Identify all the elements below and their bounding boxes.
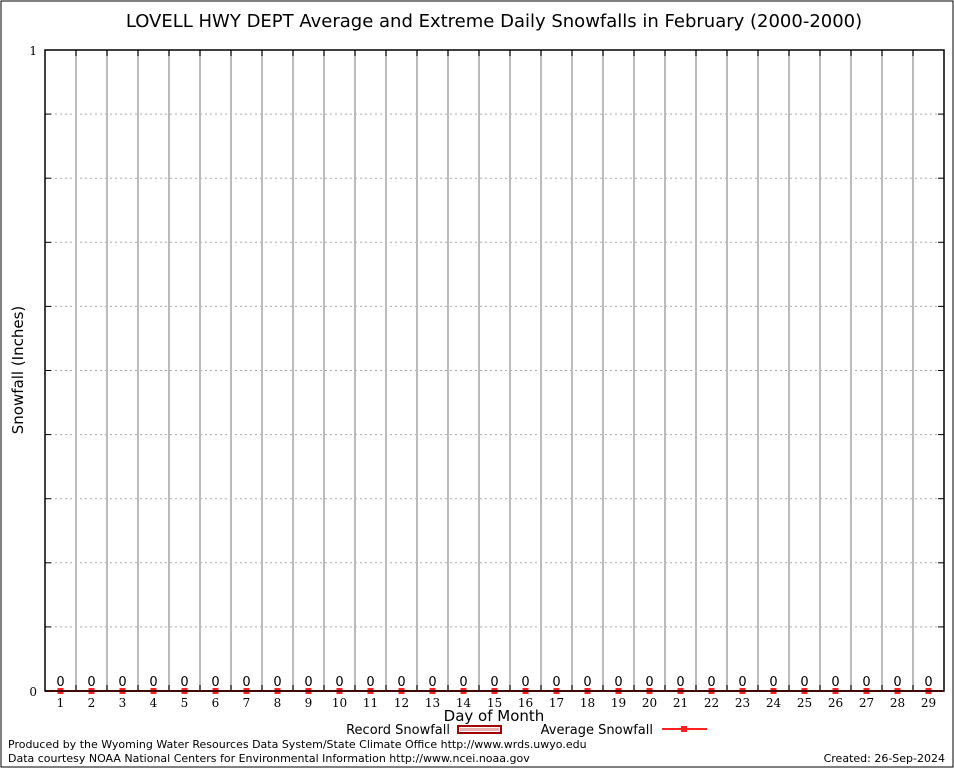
x-tick-label: 6: [212, 696, 220, 710]
y-axis-label: Snowfall (Inches): [9, 306, 27, 434]
legend: Record Snowfall Average Snowfall: [346, 723, 707, 738]
data-label: 0: [273, 675, 281, 690]
data-label: 0: [645, 675, 653, 690]
legend-marker-average: [681, 726, 687, 732]
data-label: 0: [366, 675, 374, 690]
data-label: 0: [118, 675, 126, 690]
data-label: 0: [769, 675, 777, 690]
x-tick-label: 24: [766, 696, 782, 710]
x-tick-label: 18: [580, 696, 595, 710]
x-tick-label: 15: [487, 696, 502, 710]
x-tick-label: 10: [332, 696, 347, 710]
data-label: 0: [924, 675, 932, 690]
data-label: 0: [180, 675, 188, 690]
chart-title: LOVELL HWY DEPT Average and Extreme Dail…: [126, 11, 862, 32]
data-label: 0: [87, 675, 95, 690]
data-label: 0: [831, 675, 839, 690]
x-tick-label: 13: [425, 696, 440, 710]
x-tick-label: 1: [57, 696, 65, 710]
x-tick-label: 2: [88, 696, 96, 710]
data-label: 0: [800, 675, 808, 690]
x-tick-label: 25: [797, 696, 812, 710]
data-label: 0: [397, 675, 405, 690]
x-tick-label: 29: [921, 696, 936, 710]
x-tick-label: 26: [828, 696, 843, 710]
x-tick-label: 9: [305, 696, 313, 710]
data-label: 0: [738, 675, 746, 690]
data-label: 0: [242, 675, 250, 690]
data-label: 0: [583, 675, 591, 690]
x-tick-label: 23: [735, 696, 750, 710]
legend-label-record: Record Snowfall: [346, 723, 450, 738]
x-tick-label: 27: [859, 696, 874, 710]
x-tick-label: 14: [456, 696, 472, 710]
data-label: 0: [893, 675, 901, 690]
x-tick-label: 17: [549, 696, 564, 710]
x-tick-label: 22: [704, 696, 719, 710]
data-label: 0: [56, 675, 64, 690]
x-tick-label: 5: [181, 696, 189, 710]
data-label: 0: [707, 675, 715, 690]
data-label: 0: [149, 675, 157, 690]
x-axis-label: Day of Month: [444, 707, 545, 725]
data-label: 0: [862, 675, 870, 690]
data-label: 0: [459, 675, 467, 690]
data-label: 0: [211, 675, 219, 690]
x-tick-label: 7: [243, 696, 251, 710]
y-tick-label-zero: 0: [29, 685, 37, 699]
x-tick-label: 4: [150, 696, 158, 710]
data-label: 0: [552, 675, 560, 690]
x-tick-label: 19: [611, 696, 626, 710]
x-tick-label: 12: [394, 696, 409, 710]
x-tick-label: 16: [518, 696, 533, 710]
x-tick-label: 11: [363, 696, 378, 710]
data-label: 0: [304, 675, 312, 690]
x-tick-label: 3: [119, 696, 127, 710]
x-tick-label: 28: [890, 696, 905, 710]
data-label: 0: [614, 675, 622, 690]
footer-courtesy: Data courtesy NOAA National Centers for …: [8, 752, 530, 765]
data-label: 0: [335, 675, 343, 690]
legend-swatch-record-fill: [460, 728, 499, 731]
footer-created: Created: 26-Sep-2024: [824, 752, 945, 765]
y-tick-label-max: 1: [29, 44, 37, 58]
data-label: 0: [490, 675, 498, 690]
data-label: 0: [521, 675, 529, 690]
footer-produced-by: Produced by the Wyoming Water Resources …: [8, 738, 587, 751]
data-label: 0: [676, 675, 684, 690]
data-label: 0: [428, 675, 436, 690]
legend-label-average: Average Snowfall: [541, 723, 653, 738]
x-tick-label: 21: [673, 696, 688, 710]
x-tick-label: 20: [642, 696, 657, 710]
x-tick-label: 8: [274, 696, 282, 710]
plot-frame: [44, 49, 945, 692]
